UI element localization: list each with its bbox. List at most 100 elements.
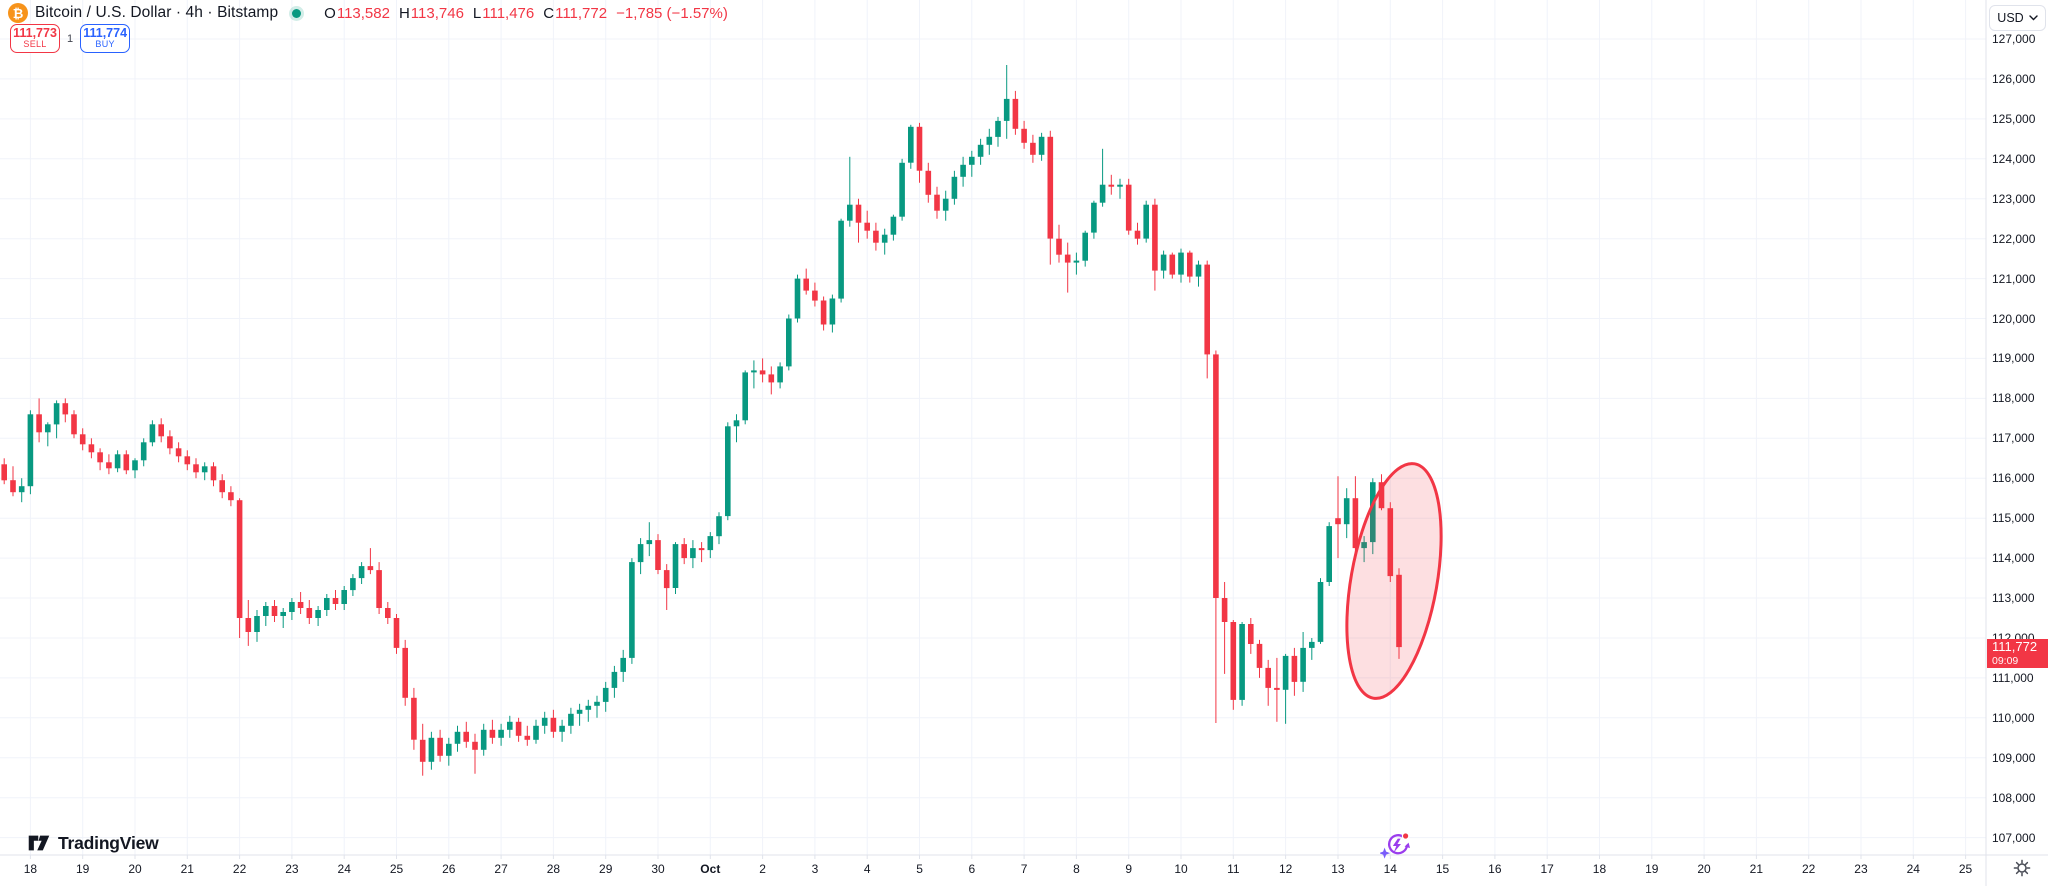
candle-body — [350, 578, 356, 591]
gear-icon[interactable] — [2013, 859, 2031, 877]
candle-body — [315, 610, 321, 618]
candle-body — [297, 602, 304, 608]
tradingview-logo[interactable]: TradingView — [28, 832, 159, 854]
price-tick-label: 108,000 — [1992, 790, 2036, 805]
candle-body — [1160, 254, 1167, 271]
price-tick-label: 111,000 — [1992, 670, 2034, 685]
candle-body — [646, 540, 653, 545]
candle-body — [698, 548, 705, 551]
candle-body — [1387, 508, 1394, 577]
candle-body — [219, 480, 225, 493]
time-tick-label: 29 — [599, 862, 613, 876]
candle-body — [1309, 641, 1315, 648]
candle-body — [672, 544, 679, 588]
candle-body — [899, 162, 905, 217]
candle-body — [385, 608, 391, 618]
replay-icon[interactable] — [1380, 830, 1412, 860]
price-tick-label: 125,000 — [1992, 111, 2036, 126]
candle-body — [1030, 142, 1036, 155]
currency-selector[interactable]: USD — [1989, 5, 2046, 31]
candle-body — [167, 436, 173, 449]
candle-body — [1361, 542, 1367, 549]
candle-body — [969, 156, 975, 165]
time-tick-label: 2 — [759, 862, 766, 876]
open-value: 113,582 — [336, 4, 390, 22]
candle-body — [890, 216, 897, 235]
candle-body — [1352, 498, 1359, 549]
time-tick-label: 25 — [1958, 862, 1973, 876]
candle-body — [1108, 184, 1115, 187]
price-tick-label: 124,000 — [1992, 151, 2036, 166]
candle-body — [489, 729, 496, 738]
candle-body — [925, 170, 932, 195]
candle-body — [480, 729, 487, 750]
close-value: 111,772 — [555, 4, 608, 22]
candle-body — [132, 460, 138, 471]
price-tick-label: 119,000 — [1992, 351, 2035, 366]
candle-body — [934, 194, 940, 211]
candle-body — [306, 608, 313, 618]
symbol-title[interactable]: Bitcoin / U.S. Dollar · 4h · Bitstamp — [35, 4, 279, 21]
sparkle-icon — [1380, 847, 1391, 859]
candle-body — [1152, 204, 1158, 271]
candle-body — [62, 403, 69, 415]
time-tick-label: Oct — [700, 862, 721, 876]
candle-body — [228, 492, 234, 501]
candle-body — [1213, 354, 1219, 598]
candle-body — [681, 544, 687, 559]
price-tick-label: 115,000 — [1992, 511, 2035, 526]
price-tick-label: 121,000 — [1992, 271, 2036, 286]
price-tick-label: 126,000 — [1992, 71, 2036, 86]
candle-body — [1099, 184, 1106, 203]
candle-body — [1204, 264, 1210, 355]
candle-body — [1343, 498, 1350, 525]
price-tick-label: 114,000 — [1992, 551, 2035, 566]
ellipse-annotation[interactable] — [1331, 456, 1457, 705]
last-price-badge: 111,772 09:09 — [1987, 639, 2048, 668]
candle-body — [611, 671, 618, 688]
candle-body — [158, 424, 164, 437]
time-tick-label: 23 — [285, 862, 299, 876]
time-tick-label: 20 — [128, 862, 142, 876]
time-tick-label: 21 — [180, 862, 194, 876]
candle-body — [725, 426, 731, 517]
notification-dot — [1401, 832, 1410, 840]
candle-body — [411, 697, 417, 740]
time-tick-label: 28 — [546, 862, 561, 876]
candle-body — [881, 234, 888, 243]
candle-body — [829, 298, 836, 325]
candle-body — [45, 424, 51, 433]
time-tick-label: 22 — [232, 862, 247, 876]
time-tick-label: 15 — [1435, 862, 1450, 876]
candle-body — [1265, 667, 1271, 688]
time-tick-label: 3 — [811, 862, 819, 876]
candle-body — [1064, 254, 1071, 263]
candle-body — [602, 687, 609, 702]
candle-body — [1073, 260, 1080, 263]
candle-body — [1396, 574, 1402, 648]
sell-button[interactable]: 111,773 SELL — [10, 24, 60, 53]
candle-body — [36, 414, 42, 433]
time-tick-label: 12 — [1278, 862, 1293, 876]
time-tick-label: 10 — [1174, 862, 1188, 876]
candle-body — [995, 120, 1001, 137]
candle-body — [550, 717, 557, 732]
candle-body — [1282, 655, 1289, 690]
price-tick-label: 113,000 — [1992, 591, 2035, 606]
candle-body — [1117, 184, 1123, 187]
candle-body — [79, 434, 86, 445]
candle-body — [446, 743, 452, 756]
time-tick-label: 25 — [389, 862, 404, 876]
candle-body — [1091, 202, 1097, 233]
buy-button[interactable]: 111,774 BUY — [80, 24, 131, 53]
high-label: H — [398, 4, 410, 22]
time-tick-label: 21 — [1749, 862, 1764, 876]
candle-body — [716, 516, 722, 537]
candle-body — [916, 126, 923, 171]
candle-body — [533, 725, 539, 740]
candle-body — [873, 230, 879, 243]
candle-body — [1021, 128, 1027, 143]
candle-body — [419, 739, 426, 762]
